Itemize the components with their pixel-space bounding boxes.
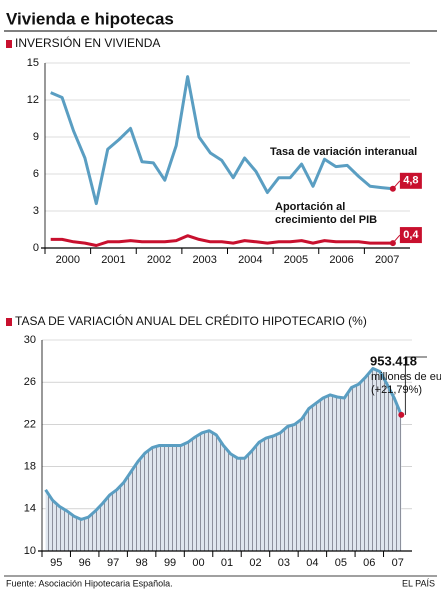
x-tick-label: 00	[192, 557, 204, 569]
x-tick-label: 02	[249, 557, 261, 569]
y-tick-label: 12	[27, 94, 39, 106]
publisher: EL PAÍS	[402, 578, 435, 588]
annotation: 953.418	[370, 353, 417, 368]
y-tick-label: 6	[33, 168, 39, 180]
x-tick-label: 2004	[238, 254, 262, 266]
bullet	[6, 40, 12, 48]
x-tick-label: 01	[221, 557, 233, 569]
y-tick-label: 30	[24, 334, 36, 346]
x-tick-label: 03	[278, 557, 290, 569]
flag	[399, 227, 422, 244]
y-tick-label: 15	[27, 57, 39, 69]
x-tick-label: 2002	[147, 254, 171, 266]
y-tick-label: 10	[24, 545, 36, 557]
annotation: (+21,79%)	[371, 384, 422, 396]
bullet	[6, 318, 12, 326]
leader	[404, 356, 427, 415]
flag	[399, 172, 422, 189]
x-tick-label: 98	[135, 557, 147, 569]
annotation: Aportación al	[275, 201, 345, 213]
flag-pole	[392, 234, 401, 244]
source: Fuente: Asociación Hipotecaria Española.	[6, 578, 173, 588]
x-tick-label: 99	[164, 557, 176, 569]
x-tick-label: 05	[335, 557, 347, 569]
y-tick-label: 14	[24, 503, 36, 515]
y-tick-label: 18	[24, 461, 36, 473]
value-label: 4,8	[403, 175, 418, 187]
x-tick-label: 96	[79, 557, 91, 569]
x-tick-label: 07	[392, 557, 404, 569]
x-tick-label: 2005	[284, 254, 308, 266]
y-tick-label: 9	[33, 131, 39, 143]
x-tick-label: 2000	[56, 254, 80, 266]
y-tick-label: 26	[24, 376, 36, 388]
x-tick-label: 2001	[101, 254, 125, 266]
x-tick-label: 2006	[329, 254, 353, 266]
value-label: 0,4	[403, 229, 419, 241]
annotation: Tasa de variación interanual	[270, 146, 417, 158]
x-tick-label: 95	[50, 557, 62, 569]
x-tick-label: 04	[306, 557, 318, 569]
page-title: Vivienda e hipotecas	[6, 9, 174, 28]
y-tick-label: 0	[33, 242, 39, 254]
annotation: millones de euros	[371, 371, 441, 383]
chart-title: TASA DE VARIACIÓN ANUAL DEL CRÉDITO HIPO…	[15, 313, 367, 328]
y-tick-label: 3	[33, 205, 39, 217]
line	[50, 75, 394, 206]
annotation: crecimiento del PIB	[275, 214, 377, 226]
x-tick-label: 2007	[375, 254, 399, 266]
y-tick-label: 22	[24, 418, 36, 430]
chart-title: INVERSIÓN EN VIVIENDA	[15, 35, 160, 50]
line	[44, 367, 403, 521]
x-tick-label: 2003	[192, 254, 216, 266]
x-tick-label: 06	[363, 557, 375, 569]
end-dot	[398, 411, 405, 418]
area	[45, 368, 402, 551]
line	[50, 234, 393, 247]
flag-pole	[392, 180, 401, 190]
x-tick-label: 97	[107, 557, 119, 569]
